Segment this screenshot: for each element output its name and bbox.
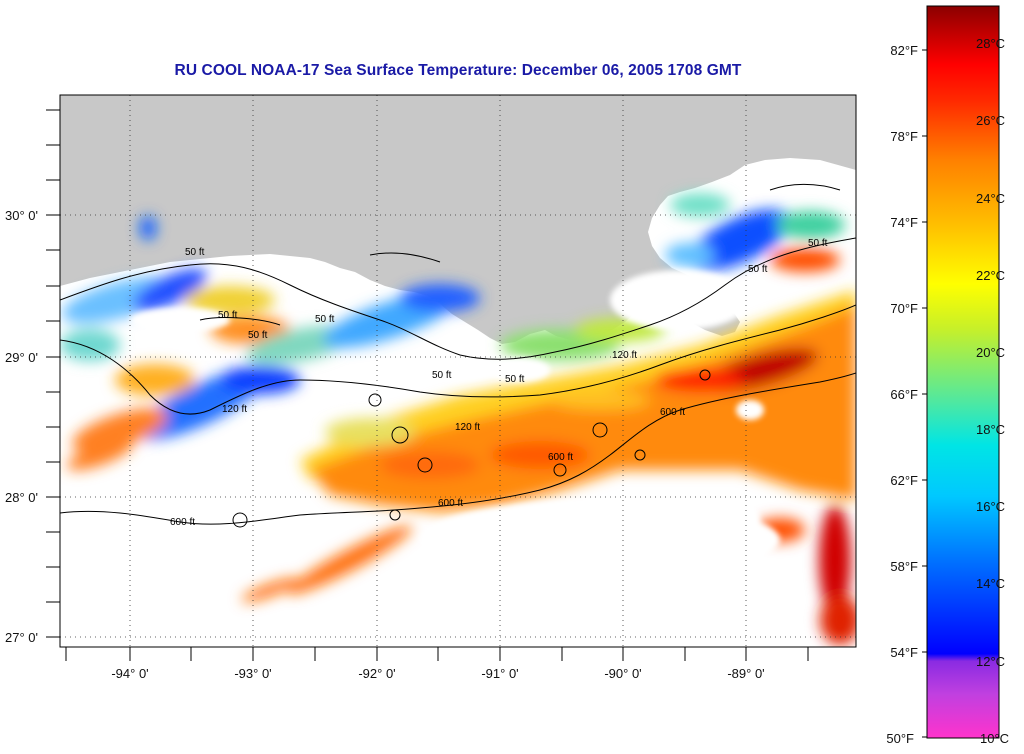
longitude-labels: -94° 0' -93° 0' -92° 0' -91° 0' -90° 0' … <box>111 666 764 681</box>
contour-label: 50 ft <box>505 374 525 385</box>
lon-label: -93° 0' <box>234 666 271 681</box>
fahrenheit-label: 50°F <box>886 731 914 746</box>
fahrenheit-label: 82°F <box>890 43 918 58</box>
contour-label: 50 ft <box>248 330 268 341</box>
map-graticule <box>60 95 856 647</box>
lat-label: 30° 0' <box>5 208 38 223</box>
lon-label: -92° 0' <box>358 666 395 681</box>
contour-label: 600 ft <box>548 452 573 463</box>
contour-label: 120 ft <box>612 350 637 361</box>
contour-label: 50 ft <box>185 247 205 258</box>
colorbar-celsius-labels: 28°C 26°C 24°C 22°C 20°C 18°C 16°C 14°C … <box>976 36 1009 746</box>
colorbar-ticks <box>922 49 927 738</box>
contour-label: 50 ft <box>748 264 768 275</box>
contour-label: 600 ft <box>660 407 685 418</box>
contour-label: 50 ft <box>808 238 828 249</box>
sst-cool-water <box>60 193 845 471</box>
colorbar <box>926 5 1000 739</box>
contour-label: 50 ft <box>432 370 452 381</box>
map-title: RU COOL NOAA-17 Sea Surface Temperature:… <box>174 62 742 79</box>
celsius-label: 28°C <box>976 36 1005 51</box>
colorbar-fahrenheit-labels: 82°F 78°F 74°F 70°F 66°F 62°F 58°F 54°F … <box>886 43 918 746</box>
celsius-label: 18°C <box>976 422 1005 437</box>
contour-label: 120 ft <box>455 422 480 433</box>
celsius-label: 20°C <box>976 345 1005 360</box>
lon-label: -89° 0' <box>727 666 764 681</box>
celsius-label: 22°C <box>976 268 1005 283</box>
fahrenheit-label: 74°F <box>890 215 918 230</box>
contour-label-group: 50 ft 50 ft 50 ft 50 ft 50 ft 50 ft 50 f… <box>170 238 828 528</box>
cloud-mask <box>80 270 780 580</box>
celsius-label: 16°C <box>976 499 1005 514</box>
celsius-label: 12°C <box>976 654 1005 669</box>
fahrenheit-label: 78°F <box>890 129 918 144</box>
axis-ticks <box>46 109 809 661</box>
celsius-label: 24°C <box>976 191 1005 206</box>
fahrenheit-label: 70°F <box>890 301 918 316</box>
contour-50ft <box>60 237 856 360</box>
fahrenheit-label: 54°F <box>890 645 918 660</box>
lon-label: -91° 0' <box>481 666 518 681</box>
lon-label: -90° 0' <box>604 666 641 681</box>
celsius-label: 10°C <box>980 731 1009 746</box>
celsius-label: 14°C <box>976 576 1005 591</box>
contour-label: 120 ft <box>222 404 247 415</box>
celsius-label: 26°C <box>976 113 1005 128</box>
fahrenheit-label: 62°F <box>890 473 918 488</box>
lat-label: 27° 0' <box>5 630 38 645</box>
lat-label: 29° 0' <box>5 350 38 365</box>
fahrenheit-label: 58°F <box>890 559 918 574</box>
lat-label: 28° 0' <box>5 490 38 505</box>
map-content: 50 ft 50 ft 50 ft 50 ft 50 ft 50 ft 50 f… <box>60 95 856 647</box>
contour-label: 600 ft <box>170 517 195 528</box>
contour-120ft <box>60 304 856 415</box>
contour-label: 50 ft <box>218 310 238 321</box>
contour-label: 600 ft <box>438 498 463 509</box>
contour-label: 50 ft <box>315 314 335 325</box>
fahrenheit-label: 66°F <box>890 387 918 402</box>
latitude-labels: 30° 0' 29° 0' 28° 0' 27° 0' <box>5 208 38 645</box>
lon-label: -94° 0' <box>111 666 148 681</box>
map-frame <box>59 94 857 648</box>
